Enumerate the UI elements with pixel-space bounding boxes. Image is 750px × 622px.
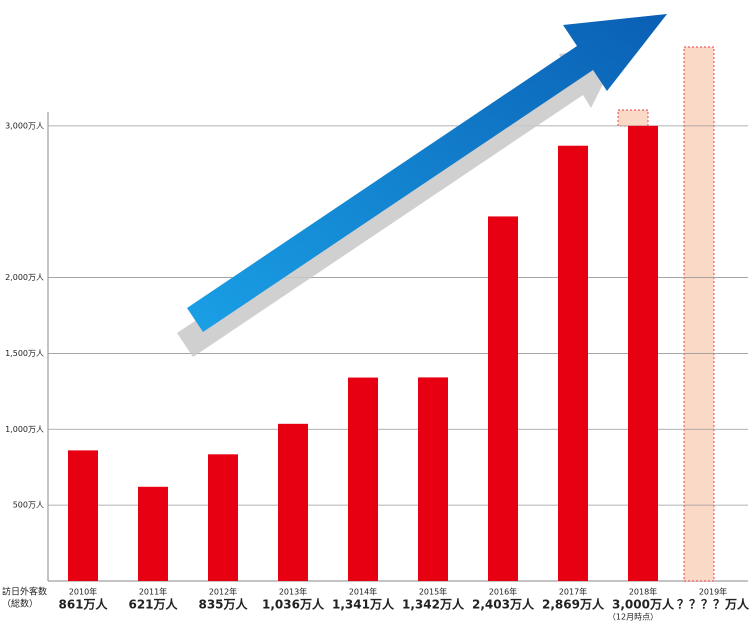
bar: [208, 454, 238, 581]
bar: [418, 377, 448, 581]
bar: [278, 423, 308, 581]
bar: [558, 145, 588, 581]
estimate-bar: [683, 46, 715, 582]
x-tick-label: 2014年: [349, 587, 377, 597]
x-tick-label: 2013年: [279, 587, 307, 597]
value-label: 3,000万人: [612, 597, 675, 612]
x-tick-label: 2015年: [419, 587, 447, 597]
bars: [68, 125, 658, 581]
y-label: 訪日外客数: [2, 586, 47, 598]
value-label: 1,341万人: [332, 597, 395, 612]
bar: [348, 377, 378, 581]
y-tick-label: 1,000万人: [5, 425, 44, 434]
value-label: 2,869万人: [542, 597, 605, 612]
x-tick-label: 2019年: [699, 587, 727, 597]
bar: [138, 486, 168, 581]
x-tick-label: 2010年: [69, 587, 97, 597]
estimate-bar: [617, 109, 649, 127]
y-tick-label: 2,000万人: [5, 273, 44, 282]
y-tick-label: 1,500万人: [5, 349, 44, 358]
arrow: [187, 14, 667, 332]
x-tick-label: 2018年: [629, 587, 657, 597]
y-label: （総数）: [2, 598, 38, 610]
y-tick-label: 500万人: [13, 501, 44, 510]
bar: [488, 216, 518, 581]
x-tick-label: 2017年: [559, 587, 587, 597]
bar: [68, 450, 98, 581]
y-tick-label: 3,000万人: [5, 121, 44, 130]
value-label: 621万人: [128, 597, 178, 612]
annotation: （12月時点）: [608, 613, 658, 622]
bar: [628, 125, 658, 581]
value-label: 835万人: [198, 597, 248, 612]
value-label: 1,036万人: [262, 597, 325, 612]
x-tick-label: 2016年: [489, 587, 517, 597]
x-tick-label: 2012年: [209, 587, 237, 597]
value-label: ？？？？万人: [677, 597, 750, 612]
value-label: 861万人: [58, 597, 108, 612]
value-label: 2,403万人: [472, 597, 535, 612]
x-tick-label: 2011年: [139, 587, 167, 597]
value-label: 1,342万人: [402, 597, 465, 612]
